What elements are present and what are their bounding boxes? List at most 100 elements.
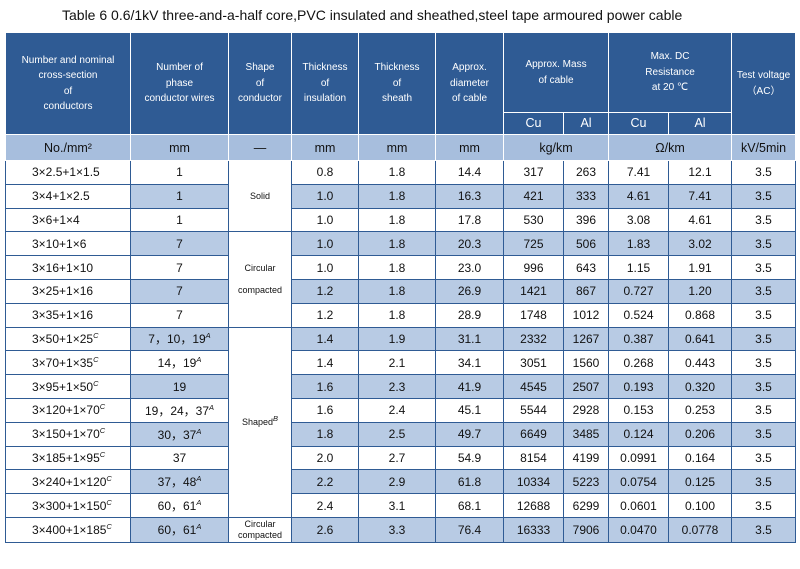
- cell-resistance-cu: 0.153: [608, 397, 670, 423]
- size-value: 3×185+1×95: [32, 450, 100, 465]
- size-value: 3×50+1×25: [32, 331, 94, 346]
- cell-resistance-cu: 0.524: [608, 302, 670, 328]
- cell-wires: 7: [130, 255, 229, 280]
- cell-resistance-cu: 1.15: [608, 255, 670, 280]
- cell-wires: 7: [130, 302, 229, 328]
- cell-sheath: 2.3: [358, 374, 436, 399]
- table-row: 3×2.5+1×1.5 1 Solid 0.8 1.8 14.4 317 263 7.41 12.…: [5, 159, 797, 233]
- cell-wires: 37，48A: [130, 469, 229, 495]
- header-mass-cu: Cu: [503, 112, 564, 135]
- cell-resistance-al: 0.443: [668, 350, 733, 376]
- cell-test-voltage: 3.5: [731, 231, 797, 257]
- cell-size: 3×25+1×16: [5, 278, 131, 304]
- cell-mass-al: 643: [562, 255, 610, 280]
- size-note: C: [99, 402, 106, 412]
- cell-wires: 19，24，37A: [130, 397, 229, 423]
- cell-test-voltage: 3.5: [731, 445, 797, 471]
- cell-sheath: 2.4: [358, 397, 436, 423]
- cell-size: 3×16+1×10: [5, 255, 131, 280]
- cell-test-voltage: 3.5: [731, 397, 797, 423]
- cell-size: 3×185+1×95C: [5, 445, 131, 471]
- cell-diameter: 41.9: [435, 374, 504, 399]
- size-note: C: [106, 497, 112, 507]
- cell-test-voltage: 3.5: [731, 421, 797, 447]
- header-mass-al: Al: [562, 112, 610, 135]
- size-value: 3×6+1×4: [32, 212, 80, 227]
- cell-mass-cu: 317: [503, 160, 564, 185]
- cell-diameter: 68.1: [435, 493, 504, 518]
- cell-wires: 1: [130, 207, 229, 233]
- table-row: 3×4+1×2.5 1 1.0 1.8 16.3 421 333 4.61 7.41 3.5: [5, 183, 797, 209]
- cell-resistance-al: 12.1: [668, 160, 733, 185]
- size-value: 3×10+1×6: [32, 236, 87, 251]
- cell-shape-circular-last: Circular compacted: [228, 516, 292, 543]
- cell-diameter: 17.8: [435, 207, 504, 233]
- cell-sheath: 2.7: [358, 445, 436, 471]
- cell-resistance-cu: 1.83: [608, 231, 670, 257]
- cell-mass-al: 6299: [562, 493, 610, 518]
- header-res-cu: Cu: [608, 112, 670, 135]
- cell-mass-cu: 12688: [503, 493, 564, 518]
- cell-mass-al: 4199: [562, 445, 610, 471]
- cell-resistance-al: 0.100: [668, 493, 733, 518]
- cell-insulation: 1.8: [291, 421, 359, 447]
- cell-resistance-al: 0.0778: [668, 516, 733, 543]
- cell-resistance-al: 0.868: [668, 302, 733, 328]
- header-test-voltage: Test voltage （AC）: [731, 32, 797, 135]
- header-shape: Shape of conductor: [228, 32, 292, 135]
- cell-test-voltage: 3.5: [731, 255, 797, 280]
- cell-insulation: 1.0: [291, 207, 359, 233]
- header-phase-wires: Number of phase conductor wires: [130, 32, 229, 135]
- size-note: C: [99, 449, 106, 459]
- cell-resistance-cu: 0.727: [608, 278, 670, 304]
- cell-diameter: 28.9: [435, 302, 504, 328]
- cell-size: 3×50+1×25C: [5, 326, 131, 352]
- cell-resistance-cu: 7.41: [608, 160, 670, 185]
- cell-wires: 7: [130, 278, 229, 304]
- cell-sheath: 3.3: [358, 516, 436, 543]
- cell-diameter: 76.4: [435, 516, 504, 543]
- cell-wires: 60，61A: [130, 493, 229, 518]
- cell-wires: 14，19A: [130, 350, 229, 376]
- wires-note: A: [196, 426, 202, 436]
- cell-sheath: 1.8: [358, 207, 436, 233]
- table-row: 3×6+1×4 1 1.0 1.8 17.8 530 396 3.08 4.61 3.5: [5, 207, 797, 233]
- wires-value: 7: [176, 308, 183, 323]
- unit-test-voltage: kV/5min: [731, 134, 797, 161]
- wires-value: 14，19: [157, 356, 197, 371]
- cell-diameter: 16.3: [435, 183, 504, 209]
- cell-resistance-al: 0.641: [668, 326, 733, 352]
- cell-resistance-cu: 0.0470: [608, 516, 670, 543]
- cell-mass-cu: 5544: [503, 397, 564, 423]
- table-row: 3×25+1×16 7 1.2 1.8 26.9 1421 867 0.727 1.20 3.5: [5, 278, 797, 304]
- cell-diameter: 23.0: [435, 255, 504, 280]
- cell-mass-al: 7906: [562, 516, 610, 543]
- cell-mass-al: 5223: [562, 469, 610, 495]
- wires-value: 37: [172, 450, 187, 465]
- cell-diameter: 54.9: [435, 445, 504, 471]
- wires-note: A: [196, 355, 202, 365]
- cell-diameter: 26.9: [435, 278, 504, 304]
- cell-resistance-cu: 0.387: [608, 326, 670, 352]
- wires-value: 19: [172, 379, 187, 394]
- size-note: C: [93, 354, 99, 364]
- size-value: 3×16+1×10: [32, 260, 94, 275]
- cell-diameter: 14.4: [435, 160, 504, 185]
- cell-insulation: 1.4: [291, 350, 359, 376]
- cell-insulation: 1.2: [291, 302, 359, 328]
- cell-resistance-al: 1.91: [668, 255, 733, 280]
- cell-test-voltage: 3.5: [731, 302, 797, 328]
- table-row: 3×16+1×10 7 1.0 1.8 23.0 996 643 1.15 1.91 3.5: [5, 255, 797, 280]
- table-row: 3×10+1×6 7 Circular compacted 1.0 1.8 20.3 725 5…: [5, 231, 797, 328]
- cell-mass-al: 3485: [562, 421, 610, 447]
- cell-insulation: 1.0: [291, 231, 359, 257]
- cell-resistance-al: 4.61: [668, 207, 733, 233]
- cell-test-voltage: 3.5: [731, 469, 797, 495]
- unit-shape: —: [228, 134, 292, 161]
- cell-mass-al: 1560: [562, 350, 610, 376]
- cell-mass-cu: 6649: [503, 421, 564, 447]
- wires-note: A: [209, 402, 215, 412]
- cell-mass-al: 1012: [562, 302, 610, 328]
- cell-mass-al: 396: [562, 207, 610, 233]
- cell-size: 3×6+1×4: [5, 207, 131, 233]
